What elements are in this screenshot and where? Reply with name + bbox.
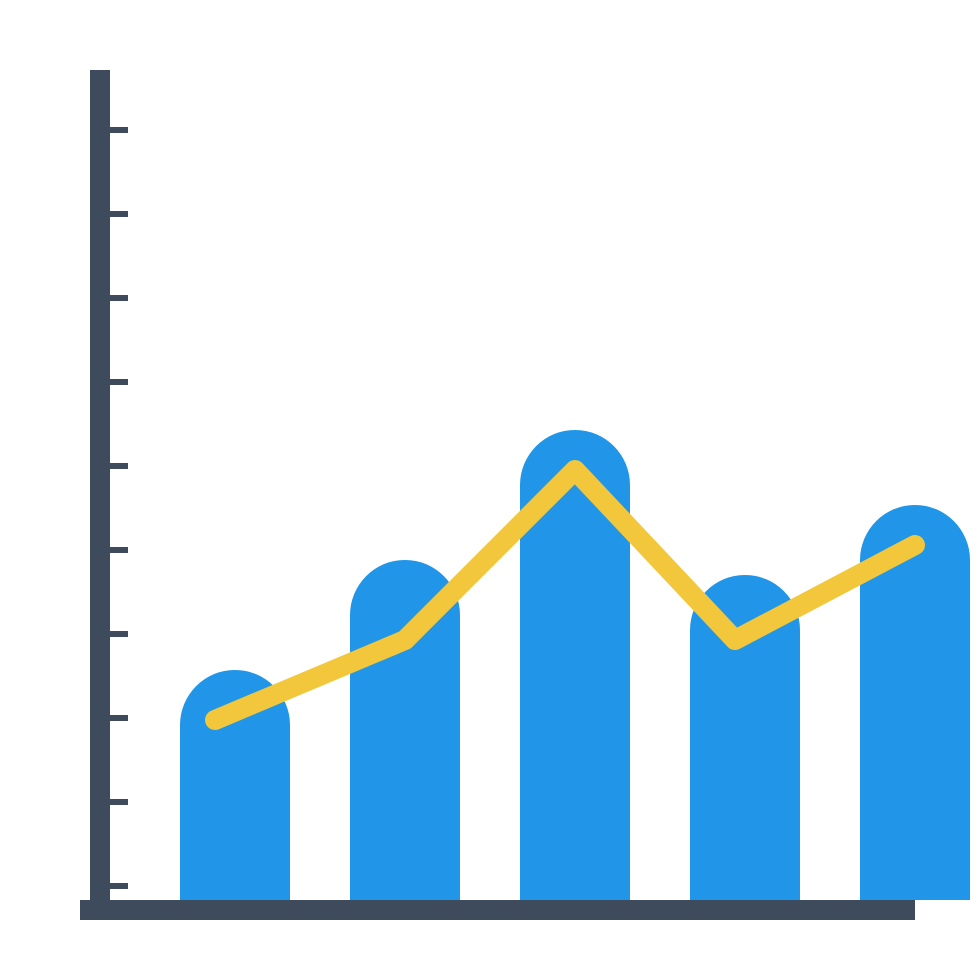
chart-svg bbox=[0, 0, 980, 980]
bar-2 bbox=[350, 560, 460, 955]
x-axis bbox=[80, 900, 915, 920]
y-axis bbox=[90, 70, 110, 910]
bar-line-chart bbox=[0, 0, 980, 980]
